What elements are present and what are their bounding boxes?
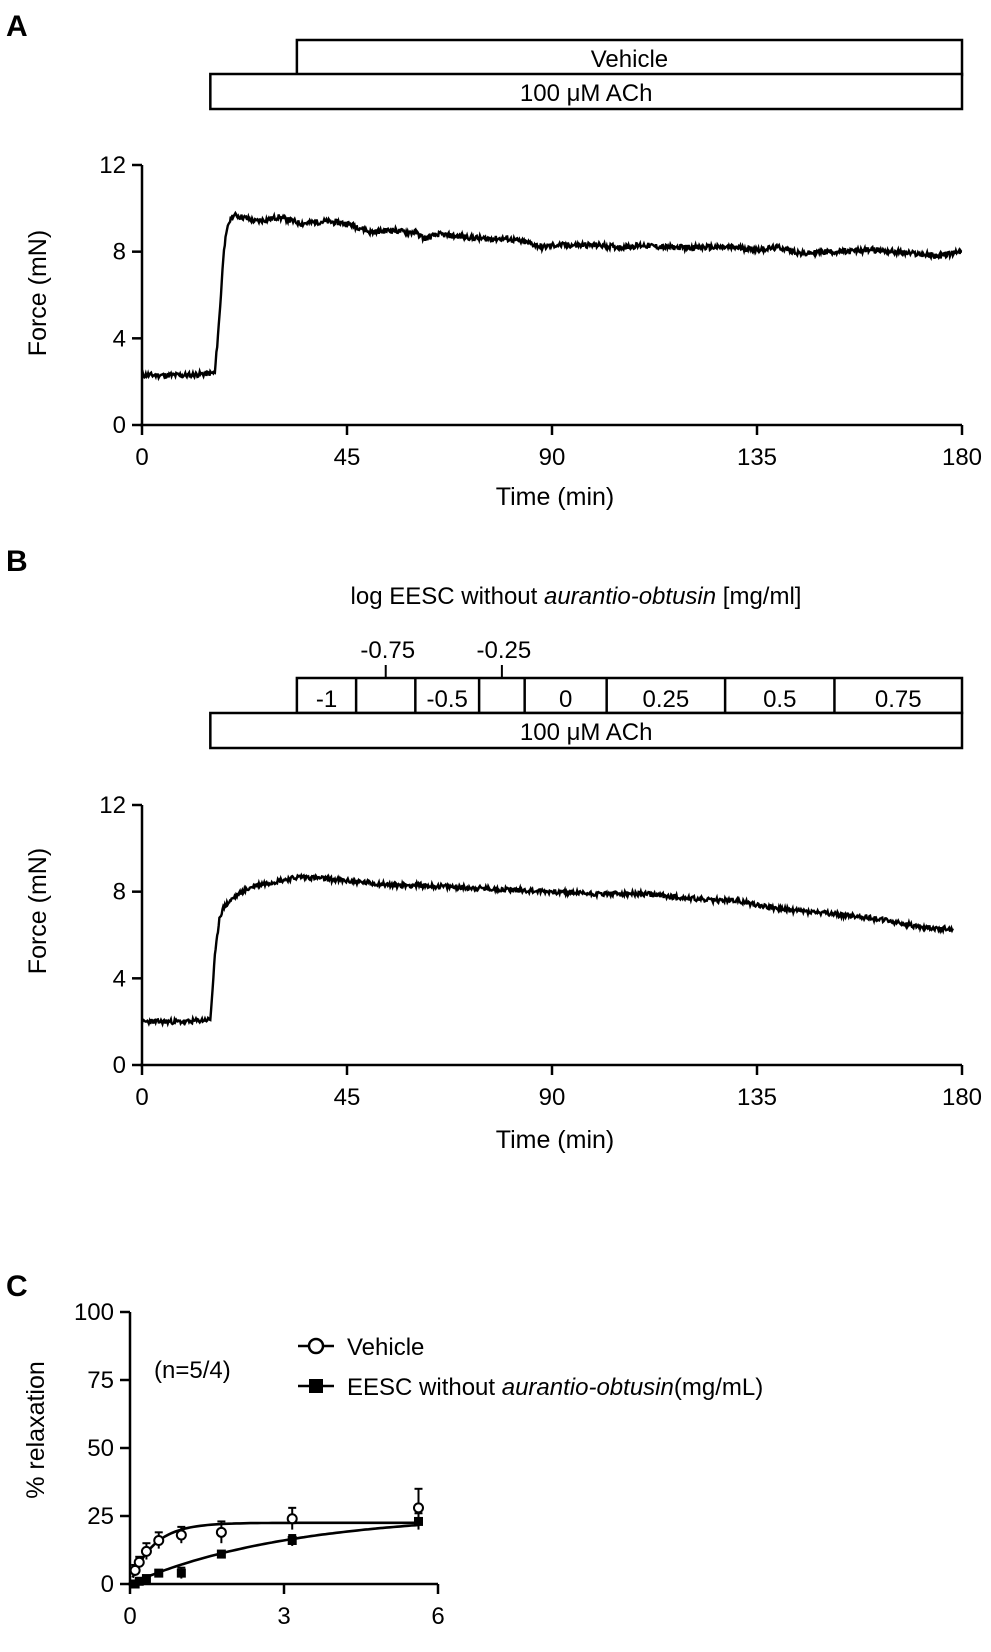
data-point-eesc xyxy=(413,1516,423,1526)
protocol-bar xyxy=(209,711,964,750)
force-trace-a xyxy=(140,210,963,382)
protocol-bar-label: 100 μM ACh xyxy=(520,80,653,107)
y-tick-label: 0 xyxy=(101,1571,114,1598)
x-tick-label: 0 xyxy=(135,444,148,471)
sample-size-annotation: (n=5/4) xyxy=(154,1357,231,1384)
dose-segment-label: 0.5 xyxy=(763,686,796,713)
force-trace-b xyxy=(140,872,954,1028)
x-tick-label: 90 xyxy=(539,444,566,471)
panel-letter-b: B xyxy=(6,545,28,578)
dose-segment-label: -0.5 xyxy=(427,686,468,713)
y-axis-title-b: Force (mN) xyxy=(24,848,52,974)
dose-segment-label: 0.25 xyxy=(643,686,690,713)
axes-c: 0 25 50 75 100 0 3 6 xyxy=(74,1299,445,1630)
x-tick-label: 180 xyxy=(942,444,982,471)
protocol-bar xyxy=(295,38,964,77)
axes-b: 0 4 8 12 0 45 90 135 180 xyxy=(99,792,982,1111)
x-tick-label: 45 xyxy=(334,1084,361,1111)
panel-b: B log EESC without aurantio-obtusin [mg/… xyxy=(6,545,982,1154)
x-axis-title-b: Time (min) xyxy=(496,1126,615,1154)
y-tick-label: 100 xyxy=(74,1299,114,1326)
x-tick-label: 90 xyxy=(539,1084,566,1111)
x-tick-label: 0 xyxy=(123,1603,136,1630)
legend-label-eesc-italic: aurantio-obtusin xyxy=(502,1374,674,1401)
legend-marker-eesc xyxy=(309,1379,323,1393)
protocol-bar-label: 100 μM ACh xyxy=(520,719,653,746)
protocol-bar-label: Vehicle xyxy=(591,46,668,73)
legend-item-eesc: EESC without aurantio-obtusin(mg/mL) xyxy=(298,1374,763,1401)
y-tick-label: 12 xyxy=(99,792,126,819)
data-point-vehicle xyxy=(140,1545,152,1557)
y-tick-label: 12 xyxy=(99,152,126,179)
data-point-eesc xyxy=(134,1576,144,1586)
dose-arrow-label: -0.75 xyxy=(360,637,415,664)
data-point-vehicle xyxy=(175,1529,187,1541)
data-point-vehicle xyxy=(412,1502,424,1514)
dose-arrow-label: -0.25 xyxy=(477,637,532,664)
dose-segment-label: 0.75 xyxy=(875,686,922,713)
x-tick-label: 45 xyxy=(334,444,361,471)
protocol-bar xyxy=(209,72,964,111)
legend-label-vehicle: Vehicle xyxy=(347,1334,424,1361)
x-tick-label: 180 xyxy=(942,1084,982,1111)
y-tick-label: 0 xyxy=(113,412,126,439)
y-tick-label: 50 xyxy=(87,1435,114,1462)
y-tick-label: 75 xyxy=(87,1367,114,1394)
panel-letter-c: C xyxy=(6,1270,28,1303)
y-tick-label: 0 xyxy=(113,1052,126,1079)
dose-segment-label: -1 xyxy=(316,686,337,713)
x-tick-label: 6 xyxy=(431,1603,444,1630)
protocol-bars-b: -1 -0.5 0 0.25 0.5 0.75 100 μM ACh xyxy=(209,676,964,750)
x-axis-title-a: Time (min) xyxy=(496,483,615,511)
panel-letter-a: A xyxy=(6,10,28,43)
y-tick-label: 8 xyxy=(113,239,126,266)
legend-label-eesc-suffix: (mg/mL) xyxy=(674,1374,763,1401)
data-point-eesc xyxy=(176,1568,186,1578)
y-tick-label: 25 xyxy=(87,1503,114,1530)
y-axis-title-a: Force (mN) xyxy=(24,230,52,356)
y-tick-label: 8 xyxy=(113,879,126,906)
concentration-title-plain: log EESC without xyxy=(351,583,544,610)
y-tick-label: 4 xyxy=(113,965,126,992)
legend-label-eesc: EESC without aurantio-obtusin(mg/mL) xyxy=(347,1374,763,1401)
legend-c: Vehicle EESC without aurantio-obtusin(mg… xyxy=(298,1334,763,1401)
legend-label-eesc-plain: EESC without xyxy=(347,1374,502,1401)
data-point-eesc xyxy=(141,1574,151,1584)
data-point-vehicle xyxy=(133,1556,145,1568)
legend-label-vehicle-text: Vehicle xyxy=(347,1334,424,1361)
concentration-title-b: log EESC without aurantio-obtusin [mg/ml… xyxy=(351,583,802,610)
y-axis-title-c: % relaxation xyxy=(22,1361,50,1499)
panel-c: C 0 25 50 75 100 0 3 6 % relaxation (n=5/4) Veh… xyxy=(6,1270,763,1630)
data-point-vehicle xyxy=(215,1526,227,1538)
x-tick-label: 135 xyxy=(737,1084,777,1111)
legend-marker-vehicle xyxy=(307,1337,325,1355)
dose-segment-label: 0 xyxy=(559,686,572,713)
protocol-bar xyxy=(295,676,964,715)
x-tick-label: 135 xyxy=(737,444,777,471)
legend-item-vehicle: Vehicle xyxy=(298,1334,424,1361)
fit-curve-eesc xyxy=(132,1523,419,1585)
data-point-eesc xyxy=(154,1568,164,1578)
fit-curve-vehicle xyxy=(131,1521,419,1579)
x-tick-label: 0 xyxy=(135,1084,148,1111)
concentration-title-italic: aurantio-obtusin xyxy=(544,583,716,610)
data-point-eesc xyxy=(287,1535,297,1545)
data-point-vehicle xyxy=(129,1564,141,1576)
data-point-eesc xyxy=(216,1549,226,1559)
axes-a: 0 4 8 12 0 45 90 135 180 xyxy=(99,152,982,471)
data-point-vehicle xyxy=(286,1513,298,1525)
y-tick-label: 4 xyxy=(113,325,126,352)
protocol-bars-a: Vehicle 100 μM ACh xyxy=(209,38,964,111)
panel-a: A Vehicle 100 μM ACh 0 4 8 12 0 45 90 135 180 For… xyxy=(6,10,982,511)
concentration-title-suffix: [mg/ml] xyxy=(716,583,801,610)
plot-area-c xyxy=(129,1487,424,1589)
data-point-vehicle xyxy=(153,1534,165,1546)
x-tick-label: 3 xyxy=(277,1603,290,1630)
